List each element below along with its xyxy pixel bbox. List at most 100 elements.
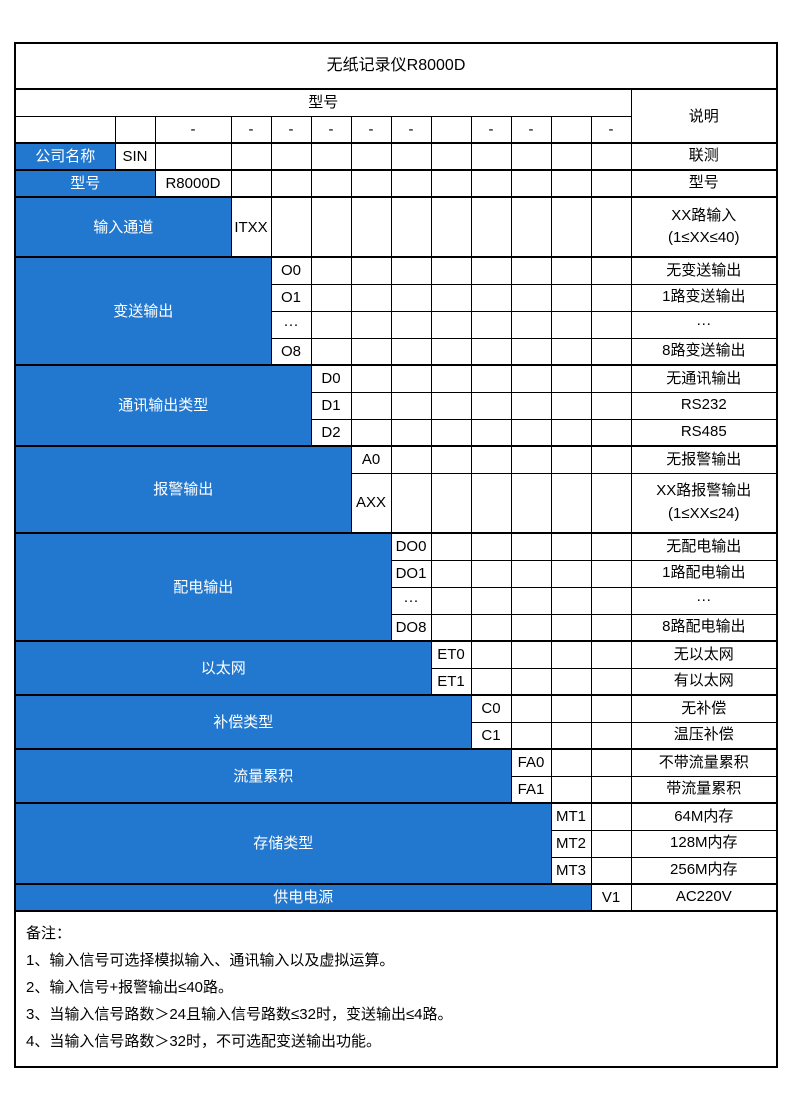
model-code-separator-cell: - (590, 115, 632, 144)
empty-cell (430, 142, 472, 171)
empty-cell (590, 283, 632, 312)
empty-cell (510, 586, 552, 615)
notes-cell: 备注： 1、输入信号可选择模拟输入、通讯输入以及虚拟运算。 2、输入信号+报警输出… (14, 910, 778, 1068)
empty-cell (590, 856, 632, 885)
table-row: ··· ··· (15, 310, 778, 339)
empty-cell (550, 775, 592, 804)
table-row: 型号 R8000D 型号 (14, 169, 778, 198)
table-row: 报警输出 A0 无报警输出 (14, 445, 778, 534)
empty-cell (590, 802, 632, 831)
empty-cell (510, 445, 552, 474)
model-code-cell: MT2 (550, 829, 592, 858)
model-code-cell: SIN (114, 142, 156, 171)
description-cell: 温压补偿 (630, 721, 778, 750)
empty-cell (310, 169, 352, 198)
empty-cell (590, 559, 632, 588)
table-row: 以太网 ET0 无以太网 (14, 640, 778, 696)
section-label: 供电电源 (14, 883, 592, 912)
table-row: 流量累积 FA0 不带流量累积 (14, 748, 778, 804)
table-row: FA1 带流量累积 (15, 775, 778, 804)
note-line: 1、输入信号可选择模拟输入、通讯输入以及虚拟运算。 (26, 952, 395, 969)
empty-cell (430, 613, 472, 642)
model-code-cell: MT3 (550, 856, 592, 885)
section-label: 流量累积 (14, 748, 512, 804)
empty-cell (510, 667, 552, 696)
model-code-separator-row: --------- (14, 115, 777, 144)
description-cell: 64M内存 (630, 802, 778, 831)
model-code-cell: ITXX (230, 196, 272, 258)
empty-cell (350, 418, 392, 447)
empty-cell (510, 169, 552, 198)
description-cell: 不带流量累积 (630, 748, 778, 777)
description-cell: 无变送输出 (630, 256, 778, 285)
empty-cell (390, 391, 432, 420)
model-code-cell: ··· (390, 586, 432, 615)
model-code-separator-cell: - (310, 115, 352, 144)
description-cell: AC220V (630, 883, 778, 912)
model-code-cell: D2 (310, 418, 352, 447)
empty-cell (590, 721, 632, 750)
empty-cell (590, 667, 632, 696)
empty-cell (430, 364, 472, 393)
empty-cell (470, 418, 512, 447)
empty-cell (470, 310, 512, 339)
description-cell: 1路配电输出 (630, 559, 778, 588)
empty-cell (550, 115, 592, 144)
empty-cell (550, 310, 592, 339)
table-title: 无纸记录仪R8000D (14, 42, 778, 90)
description-cell: RS485 (630, 418, 778, 447)
empty-cell (590, 418, 632, 447)
table-row: O8 8路变送输出 (15, 337, 778, 366)
model-code-cell: C0 (470, 694, 512, 723)
section-label: 变送输出 (14, 256, 272, 366)
description-cell: 无补偿 (630, 694, 778, 723)
empty-cell (550, 721, 592, 750)
empty-cell (510, 391, 552, 420)
empty-cell (390, 169, 432, 198)
empty-cell (550, 196, 592, 258)
empty-cell (470, 337, 512, 366)
model-code-cell: ··· (270, 310, 312, 339)
table-row: 配电输出 DO0 无配电输出 (14, 532, 778, 642)
empty-cell (470, 196, 512, 258)
empty-cell (114, 115, 156, 144)
empty-cell (350, 364, 392, 393)
note-line: 2、输入信号+报警输出≤40路。 (26, 979, 234, 996)
empty-cell (510, 142, 552, 171)
empty-cell (470, 364, 512, 393)
description-cell: ··· (630, 586, 778, 615)
empty-cell (550, 364, 592, 393)
empty-cell (550, 445, 592, 474)
empty-cell (510, 418, 552, 447)
empty-cell (430, 337, 472, 366)
table-row: MT3 256M内存 (15, 856, 778, 885)
empty-cell (510, 721, 552, 750)
empty-cell (550, 283, 592, 312)
description-cell: 型号 (630, 169, 778, 198)
model-code-cell: FA0 (510, 748, 552, 777)
model-code-cell: DO8 (390, 613, 432, 642)
section-label: 配电输出 (14, 532, 392, 642)
table-row: ET1 有以太网 (15, 667, 778, 696)
description-cell: 无通讯输出 (630, 364, 778, 393)
empty-cell (350, 142, 392, 171)
empty-cell (390, 472, 432, 534)
empty-cell (510, 559, 552, 588)
empty-cell (390, 418, 432, 447)
model-code-cell: V1 (590, 883, 632, 912)
empty-cell (590, 169, 632, 198)
description-cell: 带流量累积 (630, 775, 778, 804)
empty-cell (590, 337, 632, 366)
empty-cell (390, 445, 432, 474)
empty-cell (470, 559, 512, 588)
model-code-separator-cell: - (230, 115, 272, 144)
section-label: 公司名称 (14, 142, 116, 171)
model-code-cell: AXX (350, 472, 392, 534)
description-cell: 无以太网 (630, 640, 778, 669)
empty-cell (550, 472, 592, 534)
description-cell: 8路配电输出 (630, 613, 778, 642)
empty-cell (350, 169, 392, 198)
empty-cell (590, 196, 632, 258)
empty-cell (550, 532, 592, 561)
empty-cell (390, 283, 432, 312)
